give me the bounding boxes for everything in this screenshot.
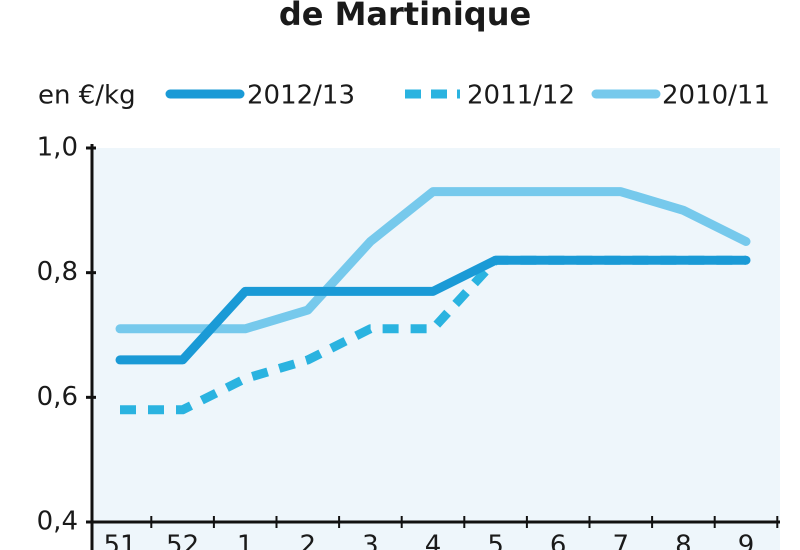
y-tick-label: 0,4	[37, 507, 78, 537]
x-tick-label: 4	[425, 531, 442, 550]
x-tick-label: 9	[738, 531, 755, 550]
legend-label: 2011/12	[467, 81, 575, 111]
x-tick-label: 51	[103, 531, 136, 550]
x-tick-label: 5	[487, 531, 504, 550]
legend-label: 2012/13	[247, 81, 355, 111]
x-tick-label: 7	[613, 531, 630, 550]
x-tick-label: 6	[550, 531, 567, 550]
x-tick-label: 8	[675, 531, 692, 550]
series-line	[115, 255, 751, 365]
y-tick-label: 0,6	[37, 382, 78, 412]
x-tick-label: 3	[362, 531, 379, 550]
x-tick-label: 1	[237, 531, 254, 550]
legend-label: 2010/11	[662, 81, 770, 111]
x-tick-label: 52	[166, 531, 199, 550]
unit-label: en €/kg	[38, 81, 136, 111]
y-tick-label: 0,8	[37, 257, 78, 287]
y-tick-label: 1,0	[37, 133, 78, 163]
x-tick-label: 2	[300, 531, 317, 550]
series-line	[115, 187, 751, 334]
chart-title: de Martinique	[279, 0, 531, 33]
plot-area	[92, 148, 780, 550]
